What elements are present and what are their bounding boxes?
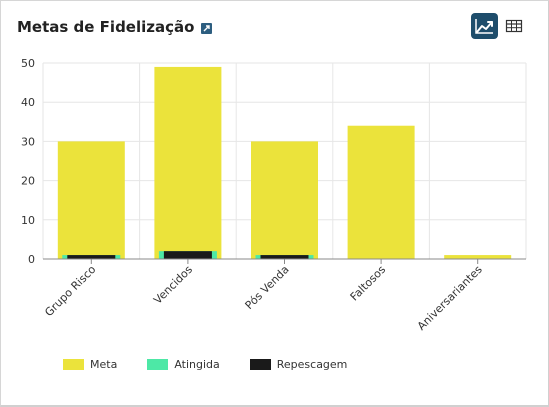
legend-label-meta: Meta xyxy=(90,358,118,371)
bar-meta xyxy=(347,125,415,259)
legend-swatch-repescagem xyxy=(249,359,271,370)
legend-swatch-meta xyxy=(63,359,84,370)
line-chart-icon xyxy=(475,19,493,34)
external-link-icon[interactable] xyxy=(201,22,213,34)
bar-meta xyxy=(57,141,125,259)
y-tick-label: 20 xyxy=(21,175,35,188)
y-tick-label: 10 xyxy=(21,214,35,227)
legend-item-atingida[interactable]: Atingida xyxy=(147,358,220,371)
chart-legend: Meta Atingida Repescagem xyxy=(63,358,377,371)
x-tick-label: Faltosos xyxy=(348,263,389,304)
bar-repescagem xyxy=(163,251,212,259)
table-view-button[interactable] xyxy=(503,15,525,37)
bar-meta xyxy=(251,141,318,259)
bar-chart: 0 10 20 30 40 50 Grupo Risco Vencidos Pós Venda F… xyxy=(21,57,527,333)
y-tick-label: 0 xyxy=(28,253,35,266)
legend-label-repescagem: Repescagem xyxy=(276,358,348,371)
x-tick-label: Vencidos xyxy=(151,263,195,307)
card-title-text: Metas de Fidelização xyxy=(17,18,195,36)
bar-repescagem xyxy=(67,255,116,259)
bar-meta xyxy=(444,255,512,259)
card-title: Metas de Fidelização xyxy=(17,18,213,36)
bar-meta xyxy=(154,66,222,259)
x-tick-label: Grupo Risco xyxy=(42,263,98,319)
table-icon xyxy=(505,19,523,33)
y-tick-label: 50 xyxy=(21,57,35,70)
y-tick-label: 40 xyxy=(21,96,35,109)
x-tick-label: Aniversariantes xyxy=(415,263,485,333)
legend-item-repescagem[interactable]: Repescagem xyxy=(249,358,348,371)
bar-repescagem xyxy=(260,255,309,259)
y-tick-label: 30 xyxy=(21,135,35,148)
legend-label-atingida: Atingida xyxy=(174,358,220,371)
line-chart-view-button[interactable] xyxy=(471,13,498,39)
legend-swatch-atingida xyxy=(147,359,169,370)
x-tick-label: Pós Venda xyxy=(243,263,292,312)
legend-item-meta[interactable]: Meta xyxy=(63,358,117,371)
